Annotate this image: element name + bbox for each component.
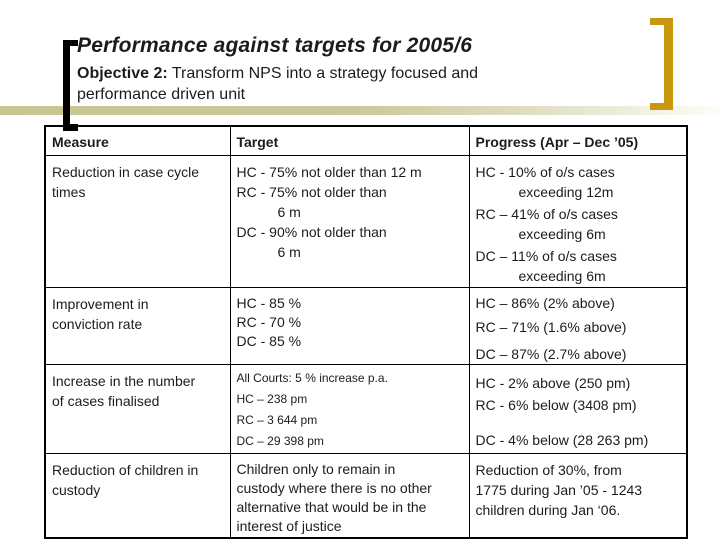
progress-line: exceeding 6m bbox=[518, 225, 606, 242]
progress-cell: HC - 2% above (250 pm) RC - 6% below (34… bbox=[468, 363, 688, 454]
table-row-conviction-rate: Improvement in conviction rate HC - 85 %… bbox=[44, 286, 688, 365]
progress-cell: HC – 86% (2% above) RC – 71% (1.6% above… bbox=[468, 286, 688, 365]
progress-line: exceeding 6m bbox=[518, 267, 606, 284]
target-line: interest of justice bbox=[236, 517, 342, 534]
measure-cell: Reduction in case cycle times bbox=[44, 154, 231, 288]
column-header-progress: Progress (Apr – Dec ’05) bbox=[468, 125, 688, 156]
measure-line: conviction rate bbox=[52, 315, 143, 332]
target-line: DC - 90% not older than bbox=[236, 223, 387, 240]
target-line: DC - 85 % bbox=[236, 332, 302, 349]
right-bracket-decoration bbox=[650, 18, 673, 110]
subtitle-line-2: performance driven unit bbox=[77, 86, 246, 103]
target-cell: All Courts: 5 % increase p.a. HC – 238 p… bbox=[229, 363, 470, 454]
progress-cell: Reduction of 30%, from 1775 during Jan ’… bbox=[468, 452, 688, 539]
subtitle-line-1: Objective 2: Transform NPS into a strate… bbox=[77, 63, 478, 84]
progress-line: Reduction of 30%, from bbox=[475, 461, 622, 478]
performance-table: Measure Target Progress (Apr – Dec ’05) … bbox=[44, 125, 688, 539]
target-line: RC - 75% not older than bbox=[236, 183, 387, 200]
measure-cell: Increase in the number of cases finalise… bbox=[44, 363, 231, 454]
measure-line: Reduction in case cycle bbox=[52, 163, 200, 180]
progress-line: RC - 6% below (3408 pm) bbox=[475, 396, 637, 413]
target-line: 6 m bbox=[277, 243, 301, 260]
target-line: HC - 85 % bbox=[236, 294, 302, 311]
target-line: DC – 29 398 pm bbox=[236, 433, 324, 448]
target-line: Children only to remain in bbox=[236, 460, 396, 477]
objective-text: Transform NPS into a strategy focused an… bbox=[167, 65, 479, 82]
measure-line: Increase in the number bbox=[52, 372, 196, 389]
target-line: RC – 3 644 pm bbox=[236, 412, 318, 427]
target-line: HC – 238 pm bbox=[236, 391, 308, 406]
slide-subtitle: Objective 2: Transform NPS into a strate… bbox=[77, 63, 478, 105]
table-row-children-custody: Reduction of children in custody Childre… bbox=[44, 452, 688, 539]
table-row-case-cycle: Reduction in case cycle times HC - 75% n… bbox=[44, 154, 688, 288]
measure-cell: Reduction of children in custody bbox=[44, 452, 231, 539]
target-line: alternative that would be in the bbox=[236, 498, 427, 515]
progress-line: DC – 87% (2.7% above) bbox=[475, 345, 627, 362]
column-header-target: Target bbox=[229, 125, 470, 156]
target-line: HC - 75% not older than 12 m bbox=[236, 163, 422, 180]
progress-line: children during Jan ‘06. bbox=[475, 501, 621, 518]
objective-label: Objective 2: bbox=[77, 65, 168, 82]
progress-line: HC – 86% (2% above) bbox=[475, 294, 615, 311]
measure-line: Improvement in bbox=[52, 295, 149, 312]
measure-line: of cases finalised bbox=[52, 392, 160, 409]
target-line: custody where there is no other bbox=[236, 479, 432, 496]
target-line: 6 m bbox=[277, 203, 301, 220]
target-cell: HC - 75% not older than 12 m RC - 75% no… bbox=[229, 154, 470, 288]
target-line: All Courts: 5 % increase p.a. bbox=[236, 370, 388, 385]
accent-band bbox=[0, 106, 720, 115]
progress-line: DC - 4% below (28 263 pm) bbox=[475, 431, 649, 448]
target-cell: Children only to remain in custody where… bbox=[229, 452, 470, 539]
measure-cell: Improvement in conviction rate bbox=[44, 286, 231, 365]
measure-line: times bbox=[52, 183, 86, 200]
progress-line: exceeding 12m bbox=[518, 183, 614, 200]
progress-line: RC – 71% (1.6% above) bbox=[475, 318, 627, 335]
progress-line: HC - 10% of o/s cases bbox=[475, 163, 615, 180]
progress-line: RC – 41% of o/s cases bbox=[475, 205, 618, 222]
target-line: RC - 70 % bbox=[236, 313, 302, 330]
table-row-cases-finalised: Increase in the number of cases finalise… bbox=[44, 363, 688, 454]
target-cell: HC - 85 % RC - 70 % DC - 85 % bbox=[229, 286, 470, 365]
progress-line: 1775 during Jan ’05 - 1243 bbox=[475, 481, 643, 498]
table-header-row: Measure Target Progress (Apr – Dec ’05) bbox=[44, 125, 688, 156]
left-bracket-decoration bbox=[63, 40, 78, 131]
measure-line: custody bbox=[52, 481, 101, 498]
progress-line: HC - 2% above (250 pm) bbox=[475, 374, 631, 391]
slide-title: Performance against targets for 2005/6 bbox=[77, 34, 473, 57]
measure-line: Reduction of children in bbox=[52, 461, 199, 478]
progress-cell: HC - 10% of o/s cases exceeding 12m RC –… bbox=[468, 154, 688, 288]
column-header-measure: Measure bbox=[44, 125, 231, 156]
progress-line: DC – 11% of o/s cases bbox=[475, 247, 617, 264]
